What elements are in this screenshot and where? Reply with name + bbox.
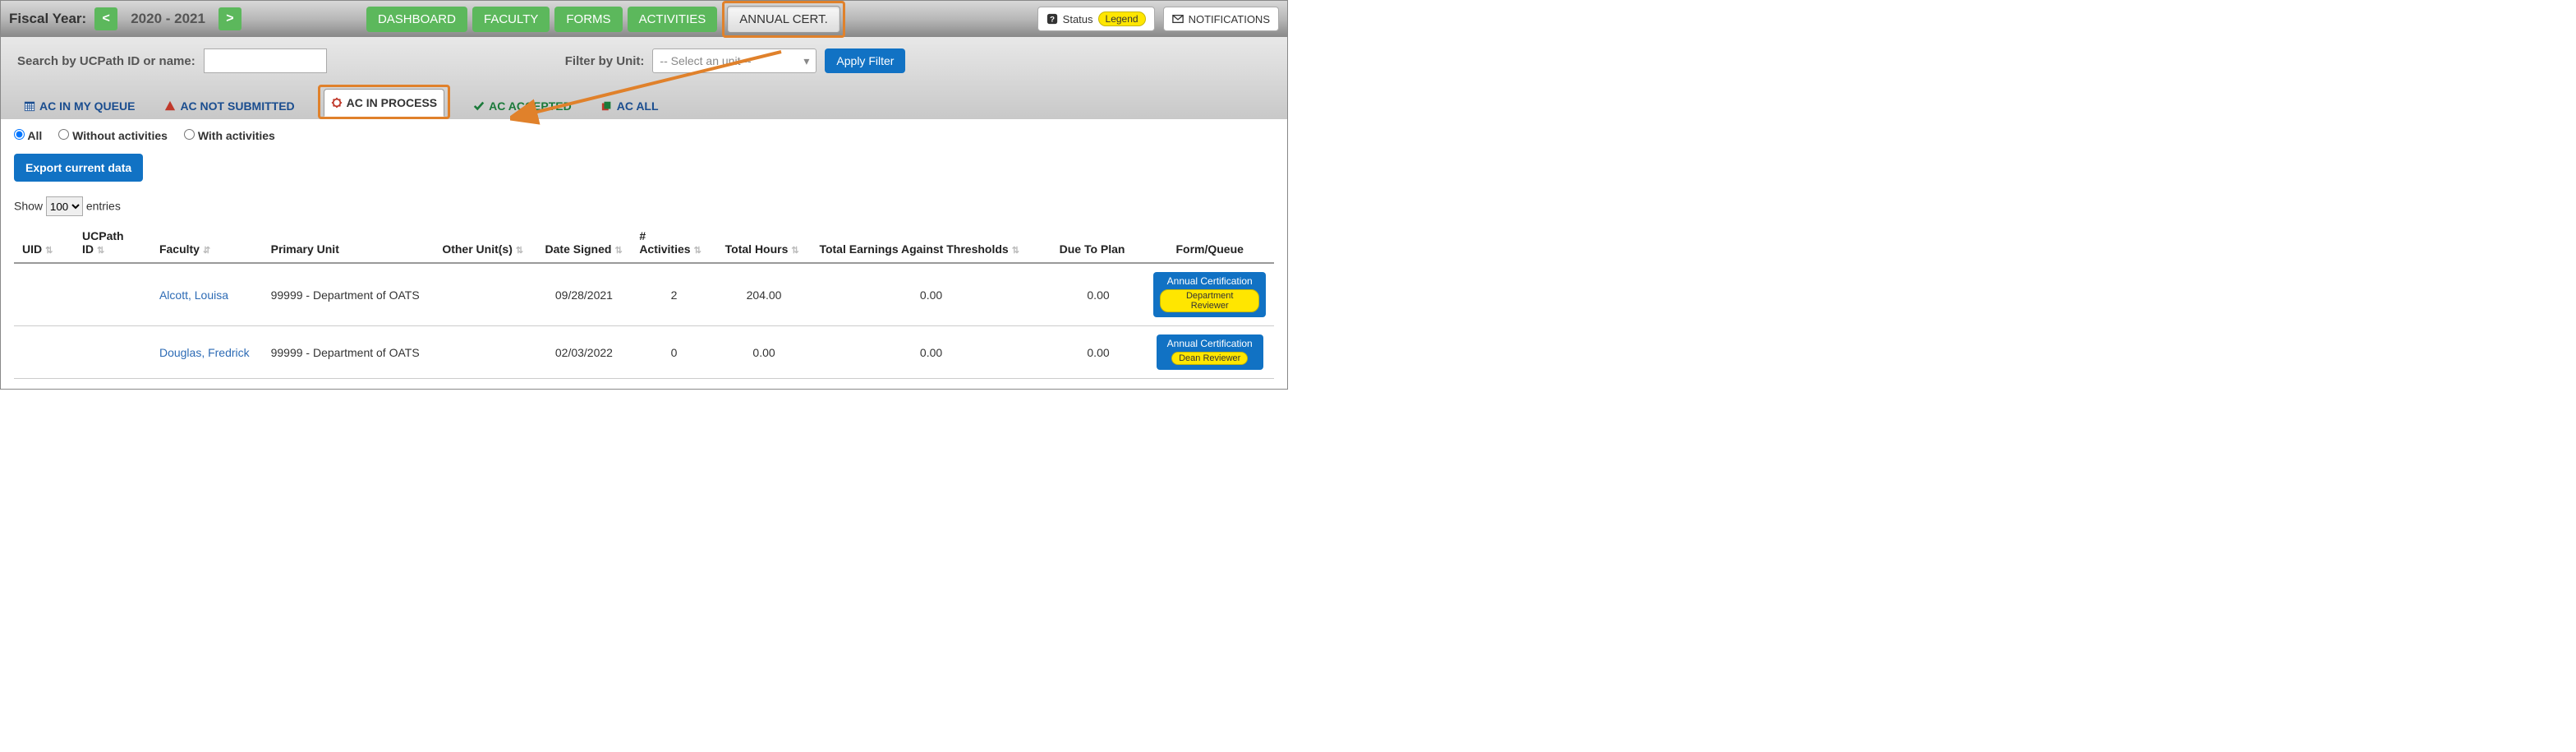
col-total-hours[interactable]: Total Hours⇅ xyxy=(717,223,812,263)
help-icon: ? xyxy=(1046,13,1058,25)
search-label: Search by UCPath ID or name: xyxy=(17,54,196,68)
queue-badge[interactable]: Annual CertificationDepartment Reviewer xyxy=(1153,272,1266,317)
col-due-to-plan[interactable]: Due To Plan xyxy=(1051,223,1146,263)
nav-annual-cert[interactable]: ANNUAL CERT. xyxy=(727,6,840,33)
col-activities[interactable]: # Activities⇅ xyxy=(631,223,716,263)
cell-total-hours: 0.00 xyxy=(717,326,812,379)
faculty-link[interactable]: Alcott, Louisa xyxy=(159,288,228,302)
fiscal-year-label: Fiscal Year: xyxy=(9,11,86,27)
col-date-signed[interactable]: Date Signed⇅ xyxy=(537,223,632,263)
chevron-down-icon: ▾ xyxy=(803,54,809,68)
export-button[interactable]: Export current data xyxy=(14,154,143,182)
nav-forms[interactable]: FORMS xyxy=(554,7,622,32)
radio-all[interactable]: All xyxy=(14,129,42,142)
nav-activities[interactable]: ACTIVITIES xyxy=(628,7,718,32)
results-table: UID⇅ UCPath ID⇅ Faculty⇵ Primary Unit Ot… xyxy=(14,223,1274,379)
notifications-label: NOTIFICATIONS xyxy=(1189,13,1270,25)
unit-select-value: -- Select an unit -- xyxy=(660,54,751,67)
tab-ac-queue[interactable]: AC IN MY QUEUE xyxy=(17,93,141,119)
nav-dashboard[interactable]: DASHBOARD xyxy=(366,7,467,32)
queue-sub-badge: Dean Reviewer xyxy=(1171,352,1248,365)
cell-due-to-plan: 0.00 xyxy=(1051,263,1146,326)
tab-all-label: AC ALL xyxy=(617,99,659,113)
cell-total-hours: 204.00 xyxy=(717,263,812,326)
radio-without[interactable]: Without activities xyxy=(58,129,168,142)
unit-select[interactable]: -- Select an unit -- ▾ xyxy=(652,48,816,73)
tabs-row: AC IN MY QUEUE AC NOT SUBMITTED AC IN PR… xyxy=(17,85,1271,119)
in-process-highlight: AC IN PROCESS xyxy=(318,85,450,119)
show-entries: Show 100 entries xyxy=(14,196,1274,216)
status-button[interactable]: ? Status Legend xyxy=(1037,7,1155,31)
search-input[interactable] xyxy=(204,48,327,73)
show-suffix: entries xyxy=(86,200,121,213)
show-select[interactable]: 100 xyxy=(46,196,83,216)
cell-activities: 0 xyxy=(631,326,716,379)
col-other-units[interactable]: Other Unit(s)⇅ xyxy=(434,223,536,263)
col-uid[interactable]: UID⇅ xyxy=(14,223,74,263)
col-ucpath[interactable]: UCPath ID⇅ xyxy=(74,223,151,263)
activity-filter-radios: All Without activities With activities xyxy=(14,129,1274,142)
cell-date-signed: 02/03/2022 xyxy=(537,326,632,379)
stack-icon xyxy=(601,100,613,112)
cell-primary-unit: 99999 - Department of OATS xyxy=(263,326,435,379)
tab-ac-all[interactable]: AC ALL xyxy=(595,93,665,119)
status-label: Status xyxy=(1063,13,1093,25)
top-bar: Fiscal Year: < 2020 - 2021 > DASHBOARD F… xyxy=(1,1,1287,37)
calendar-icon xyxy=(24,100,35,112)
tab-accepted-label: AC ACCEPTED xyxy=(489,99,572,113)
check-icon xyxy=(473,100,485,112)
tab-ac-accepted[interactable]: AC ACCEPTED xyxy=(467,93,578,119)
cell-other-units xyxy=(434,326,536,379)
tab-not-submitted-label: AC NOT SUBMITTED xyxy=(180,99,294,113)
gear-icon xyxy=(331,97,343,108)
col-primary-unit[interactable]: Primary Unit xyxy=(263,223,435,263)
mail-icon xyxy=(1172,13,1184,25)
annual-cert-highlight: ANNUAL CERT. xyxy=(722,1,845,38)
cell-earnings: 0.00 xyxy=(811,326,1051,379)
queue-sub-badge: Department Reviewer xyxy=(1160,289,1259,312)
filter-bar: Search by UCPath ID or name: Filter by U… xyxy=(1,37,1287,119)
tab-ac-in-process[interactable]: AC IN PROCESS xyxy=(324,89,444,117)
col-faculty[interactable]: Faculty⇵ xyxy=(151,223,263,263)
table-row: Douglas, Fredrick 99999 - Department of O… xyxy=(14,326,1274,379)
radio-with[interactable]: With activities xyxy=(184,129,275,142)
tab-queue-label: AC IN MY QUEUE xyxy=(39,99,135,113)
cell-other-units xyxy=(434,263,536,326)
cell-primary-unit: 99999 - Department of OATS xyxy=(263,263,435,326)
cell-activities: 2 xyxy=(631,263,716,326)
queue-badge[interactable]: Annual CertificationDean Reviewer xyxy=(1157,334,1263,370)
apply-filter-button[interactable]: Apply Filter xyxy=(825,48,905,73)
col-form-queue[interactable]: Form/Queue xyxy=(1145,223,1274,263)
show-prefix: Show xyxy=(14,200,43,213)
faculty-link[interactable]: Douglas, Fredrick xyxy=(159,346,250,359)
cell-due-to-plan: 0.00 xyxy=(1051,326,1146,379)
tab-ac-not-submitted[interactable]: AC NOT SUBMITTED xyxy=(158,93,301,119)
table-row: Alcott, Louisa 99999 - Department of OATS… xyxy=(14,263,1274,326)
content-area: All Without activities With activities E… xyxy=(1,119,1287,389)
fiscal-year-value: 2020 - 2021 xyxy=(122,11,214,27)
cell-date-signed: 09/28/2021 xyxy=(537,263,632,326)
col-earnings[interactable]: Total Earnings Against Thresholds⇅ xyxy=(811,223,1051,263)
fy-prev-button[interactable]: < xyxy=(94,7,117,30)
svg-text:?: ? xyxy=(1050,16,1055,25)
legend-badge: Legend xyxy=(1098,12,1146,26)
fy-next-button[interactable]: > xyxy=(218,7,242,30)
notifications-button[interactable]: NOTIFICATIONS xyxy=(1163,7,1279,31)
tab-in-process-label: AC IN PROCESS xyxy=(347,96,437,109)
filter-unit-label: Filter by Unit: xyxy=(565,54,645,68)
cell-earnings: 0.00 xyxy=(811,263,1051,326)
nav-faculty[interactable]: FACULTY xyxy=(472,7,550,32)
warning-icon xyxy=(164,100,176,112)
